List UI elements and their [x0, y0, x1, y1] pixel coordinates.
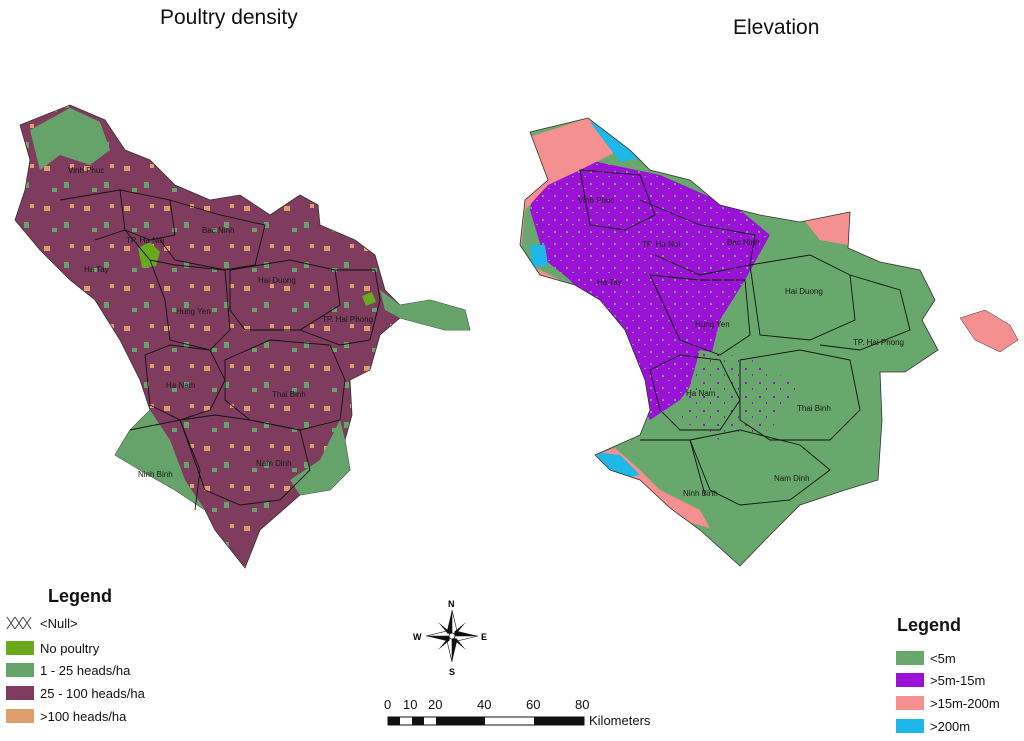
left-label-vinh-phuc: Vinh Phuc	[68, 166, 104, 175]
left-legend-label: 1 - 25 heads/ha	[40, 662, 131, 678]
right-legend-label: <5m	[930, 650, 956, 666]
right-province-boundaries	[579, 169, 911, 506]
left-green-southwest	[115, 410, 205, 510]
compass-w: W	[413, 632, 422, 642]
left-legend-no-poultry: No poultry	[6, 639, 99, 657]
compass-n: N	[448, 599, 455, 609]
right-legend-title: Legend	[897, 615, 962, 635]
scale-tick-10: 10	[403, 697, 418, 712]
legend-swatch	[6, 686, 34, 700]
scale-tick-0: 0	[384, 697, 392, 712]
right-legend-label: >5m-15m	[930, 672, 986, 688]
null-crosshatch-icon	[6, 616, 32, 630]
scale-unit-label: Kilometers	[589, 713, 651, 728]
legend-swatch	[6, 663, 34, 677]
compass-e: E	[481, 632, 487, 642]
left-label-ha-noi: TP. Ha Noi	[126, 236, 164, 245]
legend-swatch	[896, 651, 924, 665]
legend-swatch	[896, 719, 924, 733]
left-label-thai-binh: Thai Binh	[272, 390, 306, 399]
right-label-nam-dinh: Nam Dinh	[774, 474, 810, 483]
right-label-hai-duong: Hai Duong	[785, 287, 823, 296]
right-region-outline	[519, 117, 939, 567]
scale-tick-40: 40	[477, 697, 492, 712]
left-label-ninh-binh: Ninh Binh	[138, 470, 173, 479]
left-legend-label: <Null>	[40, 615, 78, 631]
right-legend-gt200: >200m	[896, 717, 970, 735]
left-legend-title: Legend	[48, 586, 113, 606]
left-green-east	[380, 290, 470, 330]
scale-tick-80: 80	[575, 697, 590, 712]
left-label-bac-ninh: Bac Ninh	[202, 226, 234, 235]
right-legend-5-15: >5m-15m	[896, 671, 985, 689]
poultry-density-map: Vinh Phuc TP. Ha Noi Bac Ninh Ha Tay Hai…	[14, 104, 471, 569]
left-legend-1-25: 1 - 25 heads/ha	[6, 661, 130, 679]
right-label-hai-phong: TP. Hai Phong	[853, 338, 904, 347]
legend-swatch	[6, 641, 34, 655]
left-label-hung-yen: Hung Yen	[176, 307, 211, 316]
right-label-thai-binh: Thai Binh	[797, 404, 831, 413]
right-legend-label: >15m-200m	[930, 695, 1000, 711]
right-label-ha-tay: Ha Tay	[597, 278, 622, 287]
left-green-north	[30, 108, 110, 170]
left-label-hai-duong: Hai Duong	[258, 276, 296, 285]
left-map-title: Poultry density	[160, 6, 298, 29]
right-label-bac-ninh: Bac Ninh	[727, 238, 759, 247]
left-legend-25-100: 25 - 100 heads/ha	[6, 684, 145, 702]
legend-swatch	[896, 696, 924, 710]
north-arrow-compass-rose-icon: N S E W	[413, 599, 487, 677]
right-legend-lt5: <5m	[896, 649, 956, 667]
scale-bar	[387, 716, 585, 726]
right-label-ha-nam: Ha Nam	[686, 389, 716, 398]
elevation-map: Vinh Phuc TP. Ha Noi Bac Ninh Ha Tay Hai…	[519, 117, 1019, 567]
left-no-poultry-haiphong	[362, 292, 376, 306]
left-label-nam-dinh: Nam Dinh	[256, 459, 292, 468]
left-no-poultry-hanoi	[138, 242, 160, 268]
left-legend-null: <Null>	[6, 614, 78, 632]
right-label-ha-noi: TP. Ha Noi	[642, 240, 680, 249]
right-legend-15-200: >15m-200m	[896, 694, 1000, 712]
right-label-ninh-binh: Ninh Binh	[683, 489, 718, 498]
right-label-hung-yen: Hung Yen	[695, 320, 730, 329]
left-label-hai-phong: TP. Hai Phong	[322, 315, 373, 324]
left-province-boundaries	[59, 189, 381, 511]
scale-tick-60: 60	[526, 697, 541, 712]
left-label-ha-tay: Ha Tay	[84, 265, 109, 274]
right-legend-label: >200m	[930, 718, 971, 734]
left-legend-label: No poultry	[40, 640, 100, 656]
right-map-title: Elevation	[733, 16, 820, 39]
left-legend-100-plus: >100 heads/ha	[6, 707, 126, 725]
left-green-coast	[290, 420, 350, 495]
legend-swatch	[896, 673, 924, 687]
scale-tick-20: 20	[428, 697, 443, 712]
left-legend-label: >100 heads/ha	[40, 708, 127, 724]
legend-swatch	[6, 709, 34, 723]
left-legend-label: 25 - 100 heads/ha	[40, 685, 145, 701]
right-island-east	[959, 309, 1019, 353]
right-label-vinh-phuc: Vinh Phuc	[578, 196, 614, 205]
compass-s: S	[449, 667, 455, 677]
left-label-ha-nam: Ha Nam	[166, 381, 196, 390]
